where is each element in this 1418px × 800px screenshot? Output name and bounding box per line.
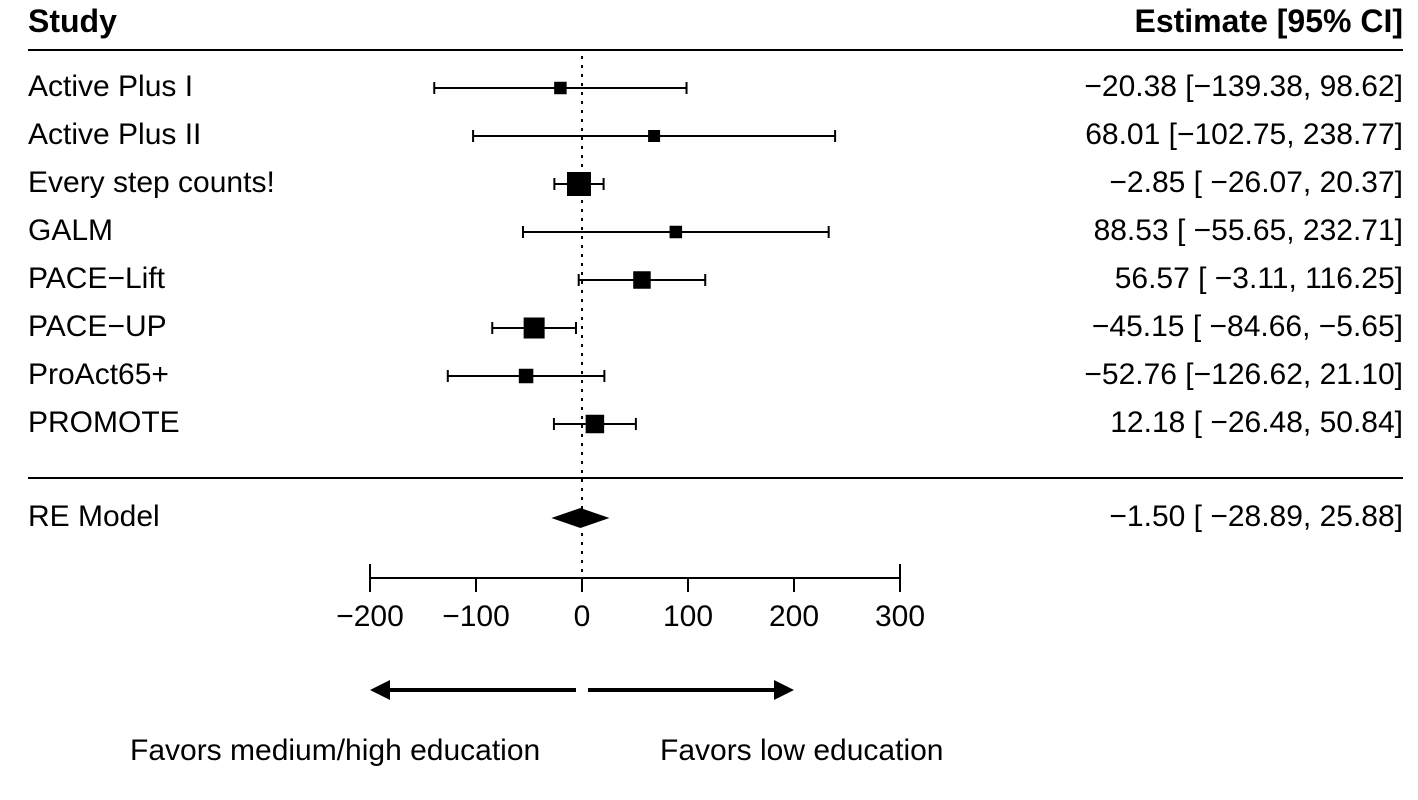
x-tick-label: 100: [663, 600, 713, 633]
point-estimate: [519, 369, 534, 384]
header-estimate-svg: Estimate [95% CI]: [1134, 3, 1403, 39]
summary-diamond: [551, 508, 609, 528]
study-label: ProAct65+: [28, 358, 169, 391]
x-tick-label: 0: [574, 600, 591, 633]
point-estimate: [648, 130, 660, 142]
x-tick-label: −200: [336, 600, 404, 633]
study-estimate: 88.53 [ −55.65, 232.71]: [1094, 214, 1403, 247]
x-tick-label: −100: [442, 600, 510, 633]
study-estimate: 56.57 [ −3.11, 116.25]: [1115, 262, 1403, 295]
study-estimate: −45.15 [ −84.66, −5.65]: [1092, 310, 1403, 343]
point-estimate: [554, 82, 567, 95]
forest-plot: Study Estimate [95% CI] Active Plus I −20.3…: [0, 0, 1418, 800]
study-label: GALM: [28, 214, 113, 247]
study-estimate: −2.85 [ −26.07, 20.37]: [1109, 166, 1403, 199]
study-label: Every step counts!: [28, 166, 275, 199]
study-label: PACE−UP: [28, 310, 167, 343]
point-estimate: [670, 226, 683, 239]
point-estimate: [633, 271, 651, 289]
arrow-right-head: [774, 680, 794, 700]
study-estimate: −52.76 [−126.62, 21.10]: [1084, 358, 1403, 391]
study-label: PACE−Lift: [28, 262, 166, 295]
study-estimate: 68.01 [−102.75, 238.77]: [1085, 118, 1403, 151]
x-tick-label: 300: [875, 600, 925, 633]
summary-label-svg: RE Model: [28, 500, 160, 533]
point-estimate: [524, 318, 545, 339]
x-tick-label: 200: [769, 600, 819, 633]
point-estimate: [586, 415, 605, 434]
study-label: Active Plus II: [28, 118, 201, 151]
study-label: Active Plus I: [28, 70, 193, 103]
arrow-left-head: [370, 680, 390, 700]
study-estimate: 12.18 [ −26.48, 50.84]: [1110, 406, 1403, 439]
axis-label-left-svg: Favors medium/high education: [130, 734, 540, 767]
study-label: PROMOTE: [28, 406, 180, 439]
point-estimate: [567, 172, 591, 196]
summary-value-svg: −1.50 [ −28.89, 25.88]: [1109, 500, 1403, 533]
axis-label-right-svg: Favors low education: [660, 734, 943, 767]
header-study-svg: Study: [28, 3, 117, 39]
study-estimate: −20.38 [−139.38, 98.62]: [1084, 70, 1403, 103]
